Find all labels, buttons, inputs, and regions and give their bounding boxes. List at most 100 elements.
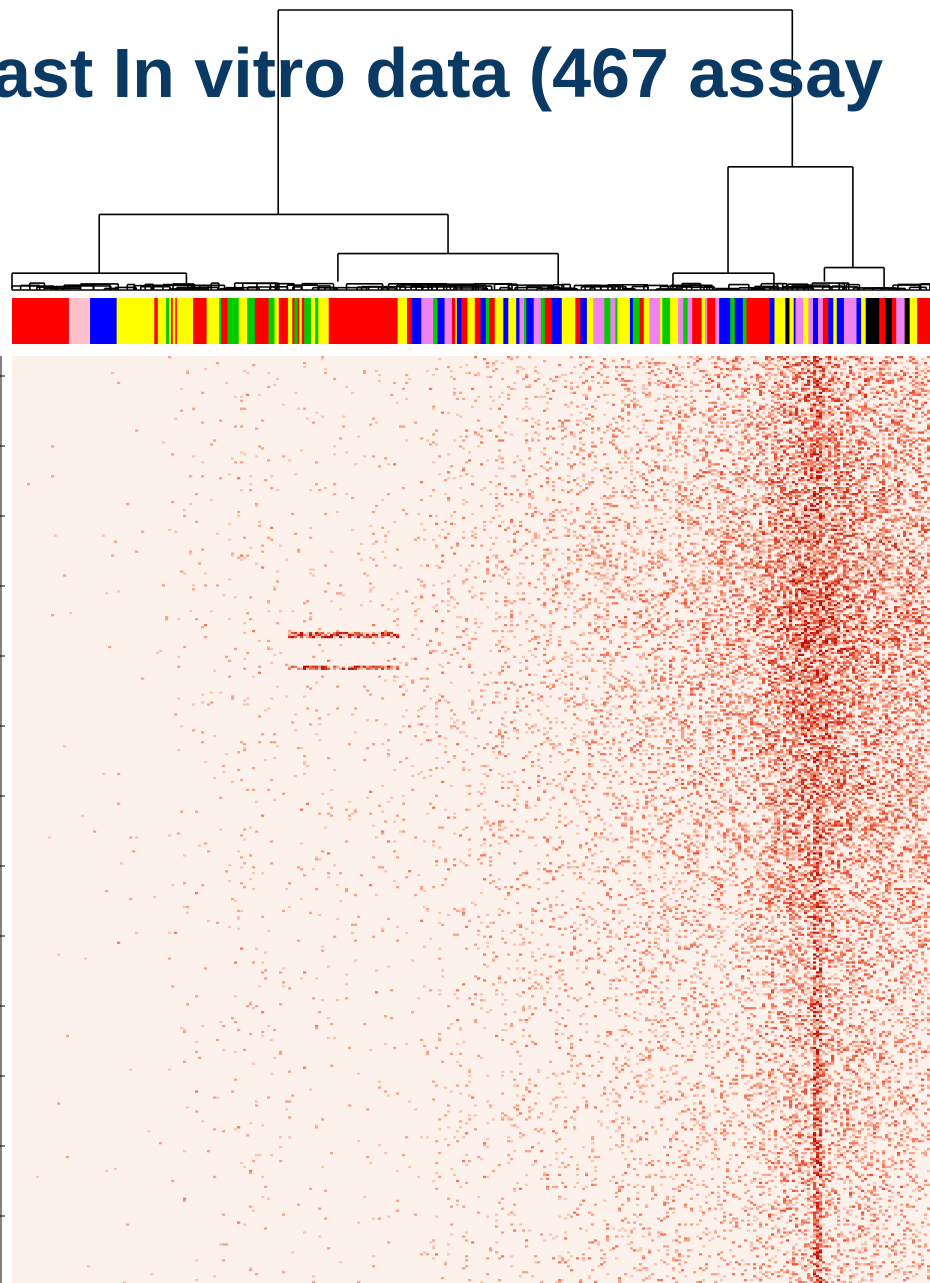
heatmap-cell-3250 xyxy=(597,516,601,520)
heatmap-cell-3226 xyxy=(594,834,598,837)
heatmap-cell-1785 xyxy=(501,1116,505,1119)
heatmap-cell-2927 xyxy=(579,872,583,875)
heatmap-cell-3856 xyxy=(624,616,628,619)
heatmap-cell-4218 xyxy=(639,774,643,778)
heatmap-cell-2667 xyxy=(564,911,568,915)
heatmap-cell-2902 xyxy=(579,441,583,444)
heatmap-cell-1042 xyxy=(420,1253,424,1256)
heatmap-cell-2521 xyxy=(555,1040,559,1044)
heatmap-cell-1603 xyxy=(489,385,493,389)
heatmap-cell-3526 xyxy=(609,683,613,686)
heatmap-cell-2687 xyxy=(567,463,571,466)
heatmap-cell-2616 xyxy=(561,973,565,976)
heatmap-cell-2967 xyxy=(582,633,586,637)
heatmap-cell-2611 xyxy=(561,903,565,907)
heatmap-cell-2988 xyxy=(582,907,586,911)
heatmap-cell-1539 xyxy=(483,520,487,524)
heatmap-cell-3336 xyxy=(600,880,604,883)
heatmap-cell-4052 xyxy=(633,540,637,543)
heatmap-cell-3554 xyxy=(609,1009,613,1012)
heatmap-cell-4019 xyxy=(630,895,634,899)
heatmap-cell-3947 xyxy=(627,925,631,928)
color-bar-segment-114 xyxy=(730,298,736,344)
heatmap-cell-1405 xyxy=(465,1265,469,1268)
heatmap-cell-2296 xyxy=(543,395,547,398)
heatmap-cell-4035 xyxy=(633,373,637,377)
heatmap-cell-4011 xyxy=(630,826,634,829)
heatmap-cell-391 xyxy=(270,741,274,744)
heatmap-cell-1491 xyxy=(477,625,481,629)
heatmap-cell-2699 xyxy=(567,572,571,575)
heatmap-cell-3021 xyxy=(585,655,589,659)
heatmap-cell-1476 xyxy=(474,975,478,978)
heatmap-cell-3878 xyxy=(624,822,628,825)
heatmap-cell-3964 xyxy=(627,1199,631,1202)
heatmap-cell-2219 xyxy=(534,1128,538,1131)
heatmap-cell-4107 xyxy=(636,365,640,369)
heatmap-cell-4039 xyxy=(633,401,637,404)
heatmap-cell-136 xyxy=(201,701,205,704)
color-bar-segment-21 xyxy=(223,298,226,344)
heatmap-cell-2166 xyxy=(531,836,535,839)
heatmap-cell-1110 xyxy=(432,1245,436,1248)
heatmap-cell-872 xyxy=(384,820,388,823)
heatmap-cell-4166 xyxy=(636,1018,640,1022)
heatmap-cell-292 xyxy=(249,596,253,599)
heatmap-cell-3726 xyxy=(618,937,622,940)
heatmap-cell-2821 xyxy=(573,860,577,863)
heatmap-cell-2825 xyxy=(573,929,577,932)
heatmap-cell-3212 xyxy=(594,621,598,625)
heatmap-cell-1207 xyxy=(444,1114,448,1117)
heatmap-cell-3679 xyxy=(615,1191,619,1194)
heatmap-cell-2361 xyxy=(546,548,550,551)
heatmap-cell-3002 xyxy=(585,367,589,371)
heatmap-cell-3 xyxy=(51,445,55,448)
heatmap-cell-1389 xyxy=(465,784,469,788)
heatmap-cell-2759 xyxy=(570,697,574,700)
heatmap-cell-674 xyxy=(339,635,343,639)
heatmap-cell-1108 xyxy=(432,1179,436,1183)
heatmap-cell-1739 xyxy=(498,1257,502,1260)
heatmap-cell-2358 xyxy=(546,518,550,522)
heatmap-cell-2753 xyxy=(570,661,574,664)
heatmap-cell-482 xyxy=(300,449,304,452)
heatmap-cell-2342 xyxy=(543,1173,547,1177)
heatmap-cell-4106 xyxy=(636,363,640,367)
heatmap-cell-4090 xyxy=(633,949,637,952)
heatmap-cell-1921 xyxy=(513,1040,517,1044)
heatmap-cell-2302 xyxy=(543,520,547,524)
heatmap-cell-1041 xyxy=(420,1136,424,1139)
heatmap-cell-2390 xyxy=(546,1173,550,1177)
heatmap-cell-139 xyxy=(201,884,205,887)
heatmap-cell-3660 xyxy=(615,977,619,980)
heatmap-cell-567 xyxy=(315,1026,319,1030)
heatmap-cell-3040 xyxy=(585,921,589,925)
heatmap-cell-2159 xyxy=(531,683,535,686)
heatmap-cell-2370 xyxy=(546,675,550,678)
heatmap-cell-4171 xyxy=(636,1084,640,1087)
heatmap-cell-2133 xyxy=(528,1034,532,1038)
heatmap-cell-272 xyxy=(243,838,247,841)
heatmap-cell-1420 xyxy=(468,792,472,795)
heatmap-cell-2257 xyxy=(537,947,541,950)
heatmap-cell-2959 xyxy=(582,526,586,529)
heatmap-cell-687 xyxy=(345,385,349,389)
heatmap-cell-1704 xyxy=(498,502,502,506)
heatmap-cell-3166 xyxy=(591,778,595,782)
heatmap-cell-3036 xyxy=(585,828,589,831)
heatmap-cell-3774 xyxy=(621,596,625,599)
heatmap-cell-1972 xyxy=(516,1126,520,1129)
heatmap-cell-1423 xyxy=(468,848,472,851)
heatmap-cell-3793 xyxy=(621,806,625,809)
heatmap-cell-2379 xyxy=(546,838,550,841)
heatmap-cell-228 xyxy=(237,556,241,559)
heatmap-cell-2504 xyxy=(555,679,559,682)
heatmap-cell-900 xyxy=(390,598,394,601)
heatmap-cell-1956 xyxy=(516,802,520,805)
heatmap-cell-774 xyxy=(366,747,370,750)
heatmap-cell-3796 xyxy=(621,824,625,827)
heatmap-cell-831 xyxy=(378,379,382,383)
heatmap-cell-910 xyxy=(393,463,397,466)
heatmap-cell-4351 xyxy=(645,608,649,611)
heatmap-cell-3379 xyxy=(603,637,607,641)
